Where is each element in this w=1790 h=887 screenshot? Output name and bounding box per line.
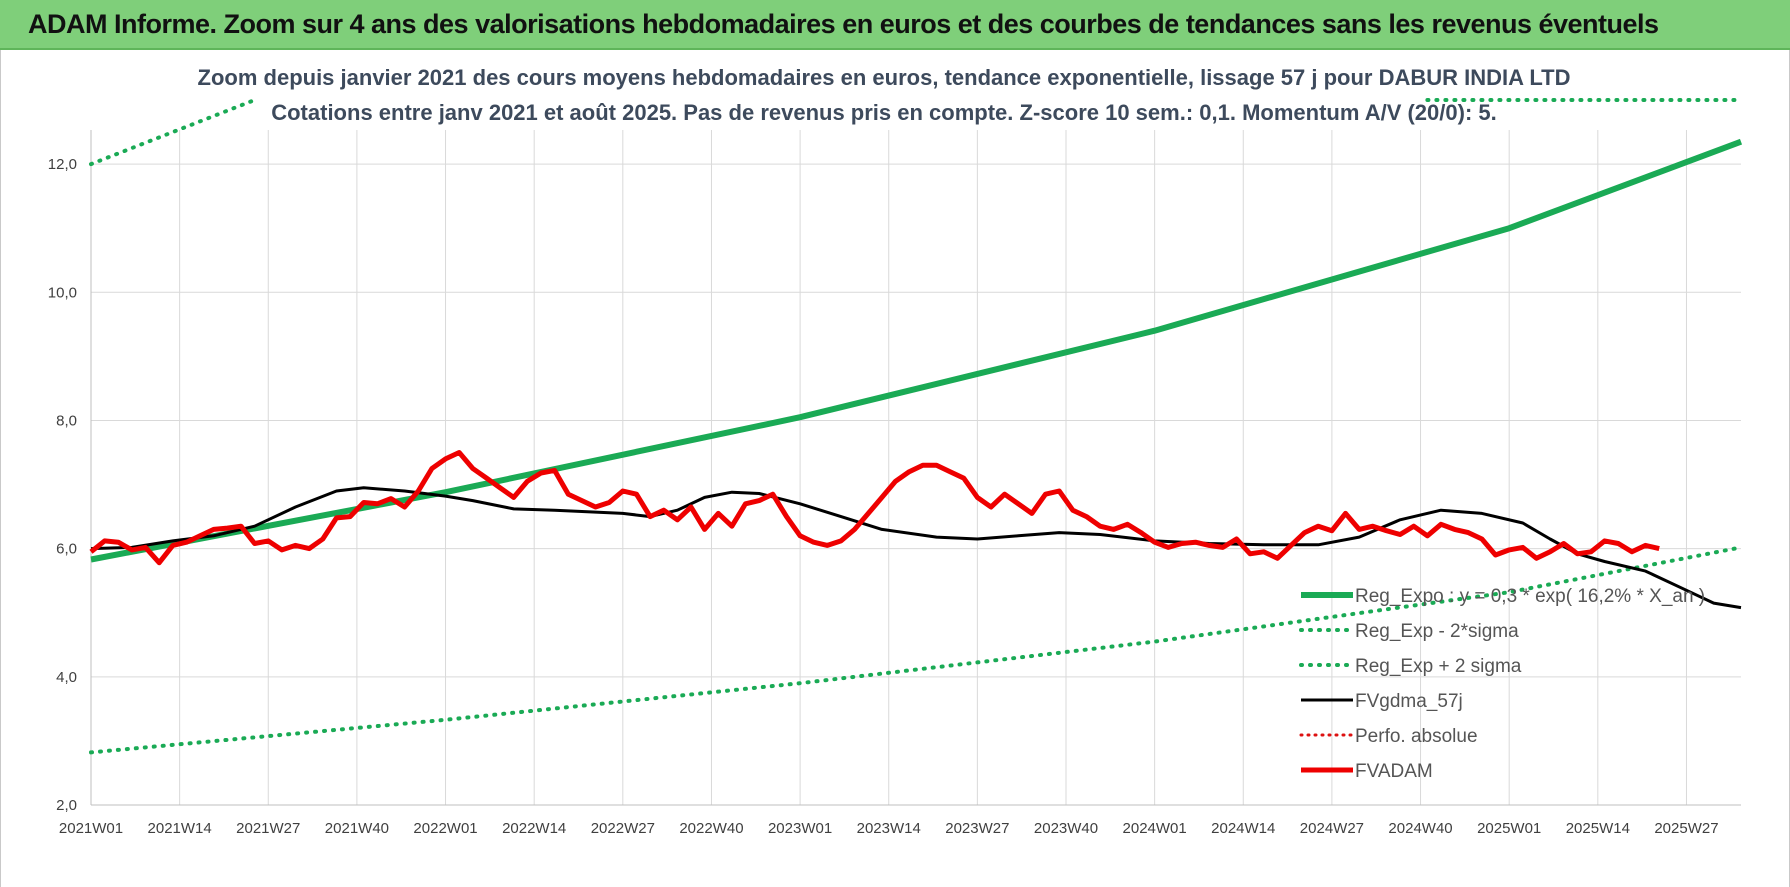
legend-label: Reg_Exp - 2*sigma	[1355, 621, 1519, 642]
x-tick-label: 2024W14	[1211, 820, 1275, 837]
x-tick-label: 2024W01	[1123, 820, 1187, 837]
x-tick-label: 2024W27	[1300, 820, 1364, 837]
chart-legend: Reg_Expo : y = 0,3 * exp( 16,2% * X_an )…	[1299, 586, 1705, 782]
legend-label: Perfo. absolue	[1355, 726, 1478, 747]
report-banner: ADAM Informe. Zoom sur 4 ans des valoris…	[0, 0, 1790, 50]
legend-label: Reg_Exp + 2 sigma	[1355, 656, 1522, 677]
legend-label: FVADAM	[1355, 761, 1433, 782]
x-tick-label: 2025W14	[1566, 820, 1630, 837]
x-tick-label: 2021W40	[325, 820, 389, 837]
x-tick-label: 2023W27	[945, 820, 1009, 837]
chart-subtitle: Cotations entre janv 2021 et août 2025. …	[271, 100, 1497, 125]
x-tick-label: 2022W27	[591, 820, 655, 837]
y-tick-label: 12,0	[48, 156, 77, 173]
x-tick-label: 2025W27	[1654, 820, 1718, 837]
y-tick-label: 10,0	[48, 284, 77, 301]
x-tick-label: 2021W01	[59, 820, 123, 837]
x-tick-label: 2023W14	[857, 820, 921, 837]
x-tick-label: 2023W40	[1034, 820, 1098, 837]
x-tick-label: 2021W27	[236, 820, 300, 837]
x-axis-ticks: 2021W01 2021W14 2021W27 2021W40 2022W01 2022W…	[59, 820, 1719, 837]
x-tick-label: 2021W14	[148, 820, 212, 837]
x-tick-label: 2022W01	[413, 820, 477, 837]
trend-chart: 2,04,06,08,010,012,0 2021W01 2021W14 2021W…	[48, 65, 1743, 837]
y-tick-label: 2,0	[56, 797, 77, 814]
x-tick-label: 2022W40	[679, 820, 743, 837]
x-tick-label: 2022W14	[502, 820, 566, 837]
report-title: ADAM Informe. Zoom sur 4 ans des valoris…	[28, 9, 1659, 39]
series-fvadam	[89, 450, 1660, 566]
legend-label: Reg_Expo : y = 0,3 * exp( 16,2% * X_an )	[1355, 586, 1705, 607]
series-reg-exp-plus-2sigma	[89, 98, 257, 167]
series-reg-exp-minus-2sigma	[89, 545, 1743, 755]
y-tick-label: 4,0	[56, 669, 77, 686]
chart-frame: 2,0 4,0 6,0 8,0 10,0 12,0 2021W01 2021W14 2021W…	[0, 50, 1790, 887]
chart-series	[89, 98, 1743, 755]
x-tick-label: 2023W01	[768, 820, 832, 837]
y-tick-label: 8,0	[56, 412, 77, 429]
y-tick-label: 6,0	[56, 541, 77, 558]
x-tick-label: 2025W01	[1477, 820, 1541, 837]
chart-title: Zoom depuis janvier 2021 des cours moyen…	[198, 65, 1571, 90]
series-reg-expo	[90, 138, 1743, 563]
x-tick-label: 2024W40	[1388, 820, 1452, 837]
y-axis-ticks: 2,0 4,0 6,0 8,0 10,0 12,0	[48, 156, 77, 814]
legend-label: FVgdma_57j	[1355, 691, 1463, 712]
